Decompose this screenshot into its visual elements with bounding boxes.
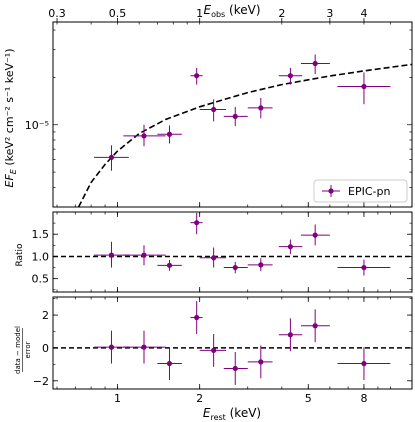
bottom-axis-tick-label: 2 [196,392,203,405]
residuals-data-point [361,360,367,367]
top-axis-label: Eobs (keV) [203,3,260,19]
residual-y-label: data − model error [14,326,32,374]
ratio-data-point [211,255,217,261]
residuals-y-tick-label: 2 [42,309,49,322]
ratio-y-tick-label: 0.5 [32,273,50,286]
ratio-y-label: Ratio [15,243,25,267]
spectrum-data-point [312,60,318,67]
residuals-data-point [166,360,173,367]
ratio-frame [52,211,413,293]
ratio-data-point [166,262,173,268]
top-axis-tick-label: 0.3 [48,7,66,20]
top-axis-tick-label: 4 [360,7,367,20]
spectrum-data-point [194,73,200,79]
spectrum-data-point [287,73,293,79]
residual-y-label-numerator: data − model [14,326,22,374]
bottom-axis-tick-label: 8 [360,392,367,405]
legend-marker [328,188,334,194]
residuals-data-point [287,332,293,338]
top-axis-tick-label: 1 [196,7,203,20]
spectrum-y-label: EFE (keV² cm⁻² s⁻¹ keV⁻¹) [3,48,18,187]
bottom-axis-tick-label: 5 [305,392,312,405]
ratio-y-tick-label: 1.5 [32,228,50,241]
spectrum-data-point [211,106,217,113]
spectrum-data-point [108,154,115,161]
ratio-data-point [141,252,147,258]
spectrum-data-point [361,83,367,90]
legend: EPIC-pn [313,179,408,203]
ratio-data-point [194,220,200,226]
ratio-data-point [361,264,367,271]
residuals-frame [52,296,413,390]
ratio-data-point [232,264,238,271]
ratio-y-tick-label: 1.0 [32,250,50,263]
bottom-axis-tick-label: 1 [114,392,121,405]
residuals-y-tick-label: −2 [33,375,49,388]
legend-box [313,179,408,203]
ratio-data-point [312,232,318,238]
spectrum-data-point [166,131,173,137]
ratio-data-point [258,262,264,268]
residuals-data-point [232,365,238,372]
legend-label: EPIC-pn [348,185,390,198]
residuals-data-point [108,344,115,350]
spectrum-frame [52,21,413,208]
residuals-data-point [211,347,217,353]
ratio-data-point [287,244,293,250]
residuals-y-tick-label: 0 [42,342,49,355]
residuals-data-point [141,344,147,350]
spectrum-data-point [232,113,238,120]
residuals-data-point [312,323,318,329]
bottom-axis-label: Erest (keV) [203,406,261,422]
ratio-data-point [108,252,115,258]
spectrum-data-point [141,133,147,139]
spectrum-data-point [258,105,264,111]
top-axis-tick-label: 2 [278,7,285,20]
model-curve [77,63,412,207]
spectrum-y-tick-label: 10⁻⁵ [25,119,49,132]
top-axis-tick-label: 0.5 [109,7,127,20]
residuals-data-point [258,359,264,365]
residuals-data-point [194,314,200,321]
residual-y-label-denominator: error [24,341,32,358]
top-axis-tick-label: 3 [326,7,333,20]
